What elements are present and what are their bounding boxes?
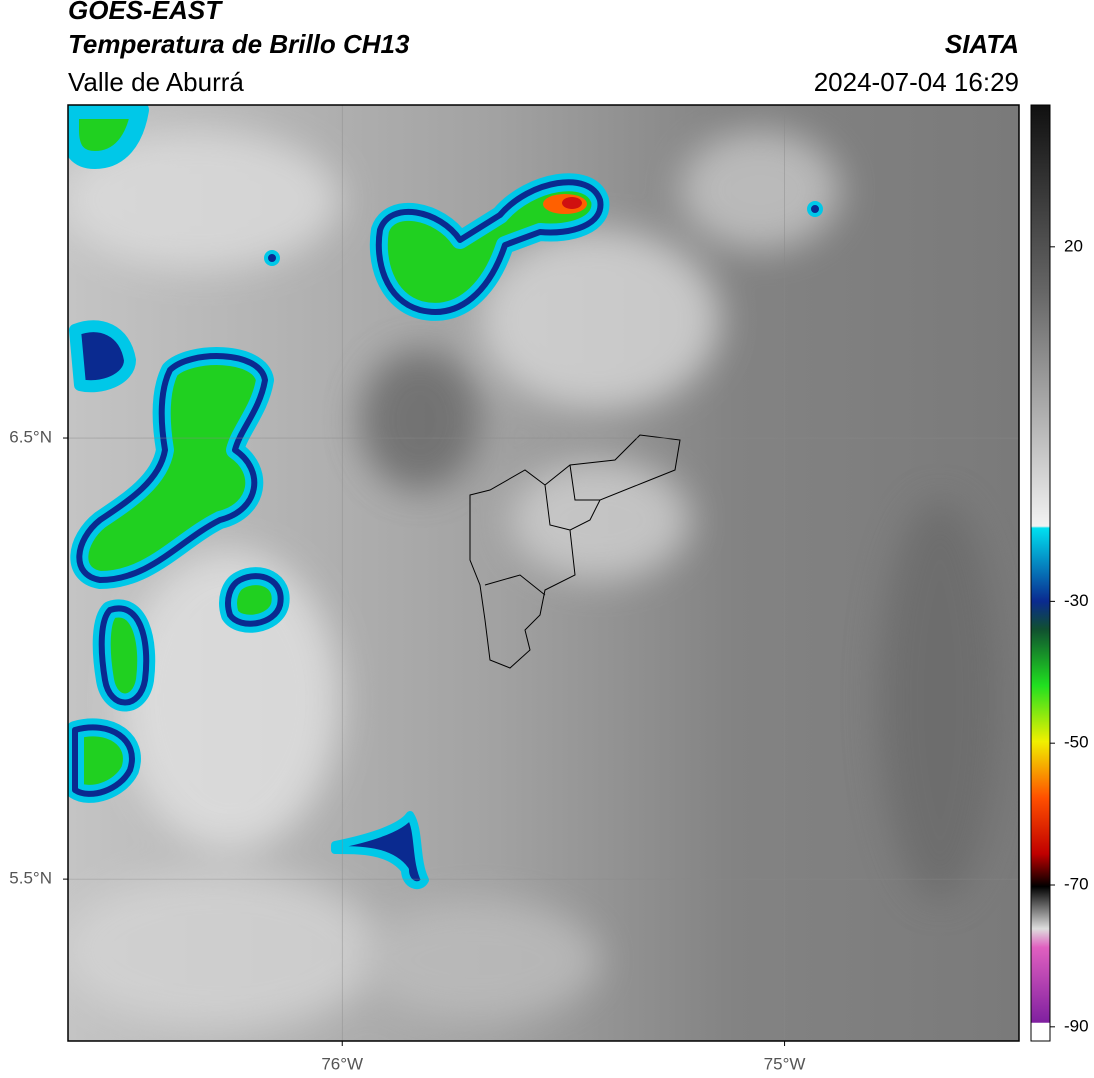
colorbar-tick-label: -90 [1064, 1016, 1089, 1035]
datetime-label: 2024-07-04 16:29 [814, 67, 1019, 97]
convective-clouds [68, 105, 823, 890]
lat-tick-label: 5.5°N [9, 869, 52, 888]
colorbar-tick-label: 20 [1064, 236, 1083, 255]
lon-tick-label: 76°W [321, 1054, 363, 1073]
product-title: Temperatura de Brillo CH13 [68, 29, 410, 59]
lon-tick-label: 75°W [764, 1054, 806, 1073]
colorbar-tick-label: -30 [1064, 591, 1089, 610]
aburra-boundary [469, 434, 681, 669]
satellite-title: GOES-EAST [68, 0, 223, 25]
colorbar-tick-label: -50 [1064, 733, 1089, 752]
colorbar-tick-label: -70 [1064, 874, 1089, 893]
region-label: Valle de Aburrá [68, 67, 244, 97]
lat-tick-label: 6.5°N [9, 428, 52, 447]
source-label: SIATA [945, 29, 1019, 59]
map-image [68, 105, 1019, 1041]
colorbar [1030, 104, 1051, 1042]
map-frame [67, 104, 1020, 1042]
